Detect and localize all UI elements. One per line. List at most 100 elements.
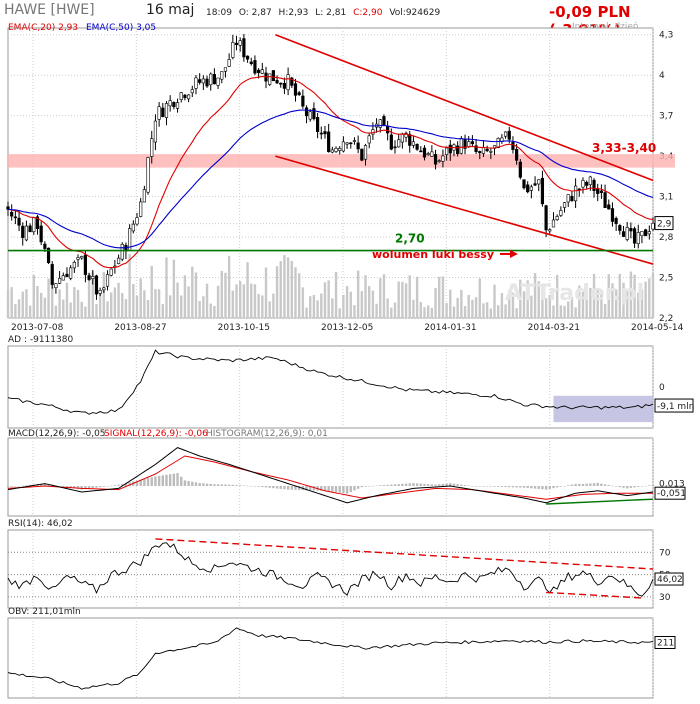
macd-histogram-bar [497,486,500,487]
macd-histogram-bar [242,485,246,487]
macd-histogram-bar [640,486,644,487]
macd-histogram-bar [648,485,651,486]
ad-last-label: -9,1 mln [657,402,694,412]
price-y-tick-label: 4 [659,71,665,81]
volume-bar [290,261,293,318]
volume-bar [640,289,644,318]
volume-bar [382,274,386,318]
last-price-label: 2,9 [657,220,672,230]
volume-bar [345,286,349,318]
macd-histogram-bar [198,483,201,486]
rsi-trend-lower [546,591,642,599]
candle-body [43,243,47,249]
volume-bar [607,274,610,318]
candle-body [223,67,228,72]
obv-last-label: 211 [657,639,674,649]
volume-bar [183,275,187,318]
candle-body [102,287,106,291]
macd-histogram-bar [463,485,467,486]
volume-bar [268,301,271,318]
macd-histogram-bar [338,486,341,493]
candle-body [562,202,567,208]
candle-body [323,131,327,135]
macd-histogram-bar [644,485,647,487]
candle-body [253,60,257,74]
macd-histogram-bar [246,485,249,487]
candle-body [371,129,375,135]
candle-body [400,133,404,143]
candle-body [327,131,331,153]
volume-bar [375,303,378,318]
volume-bar [32,274,35,318]
candle-body [35,216,40,229]
macd-histogram-bar [176,473,179,486]
candle-body [17,217,21,226]
volume-bar [379,278,382,318]
candle-body [179,92,183,100]
volume-bar [415,276,419,318]
candle-body [588,176,592,186]
candle-body [363,145,368,160]
candle-body [636,232,640,245]
macd-histogram-bar [419,483,422,486]
volume-bar [98,291,102,318]
candle-body [470,141,475,144]
macd-histogram-bar [438,484,441,486]
macd-histogram-bar [555,486,559,488]
macd-histogram-bar [342,486,345,494]
last-price-box [654,216,674,231]
candle-body [209,73,213,86]
macd-histogram-bar [154,476,157,486]
candle-body [249,61,253,64]
candle-body [201,78,205,84]
candle-body [187,94,191,100]
volume-bar [485,302,489,318]
volume-bar [69,302,72,318]
macd-histogram-bar [102,486,106,487]
volume-readout: Vol:924629 [389,8,441,18]
macd-histogram-bar [467,485,470,487]
candle-body [120,243,124,260]
resistance-label: 3,33-3,40 [592,141,656,155]
candle-body [164,103,169,118]
volume-bar [80,301,83,318]
candle-body [463,139,467,149]
macd-histogram-bar [651,484,655,486]
volume-bar [500,293,504,318]
volume-bar [36,286,39,318]
candle-body [529,186,533,191]
volume-bar [172,259,176,318]
price-y-tick-label: 4,3 [659,31,673,41]
volume-bar [349,291,352,318]
volume-bar [143,290,146,318]
macd-histogram-bar [618,486,622,488]
macd-histogram-bar [98,486,102,488]
macd-histogram-bar [65,486,69,488]
macd-histogram-bar [275,486,279,489]
rsi-y-tick-label: 30 [659,593,671,603]
macd-histogram-bar [124,483,128,486]
volume-bar [592,273,596,318]
ema20-line [7,75,654,269]
macd-histogram-bar [69,486,72,488]
macd-trend-line [546,498,654,505]
candle-body [231,42,235,58]
macd-histogram-bar [456,484,459,486]
rsi-last-label: 46,02 [657,575,683,585]
macd-histogram-bar [106,486,109,487]
volume-bar [353,305,356,318]
candle-body [430,151,434,157]
candle-body [212,74,217,85]
candle-body [238,40,242,46]
macd-histogram-bar [603,484,607,486]
open-readout: O: 2,87 [238,8,272,18]
volume-bar [180,295,183,318]
x-tick-label: 2013-07-08 [11,323,64,333]
support-label: 2,70 [395,232,425,246]
candle-body [426,153,430,155]
macd-histogram-bar [637,486,640,487]
candle-body [540,177,545,205]
volume-bar [301,287,305,318]
candle-body [50,264,54,285]
candle-body [566,194,570,203]
